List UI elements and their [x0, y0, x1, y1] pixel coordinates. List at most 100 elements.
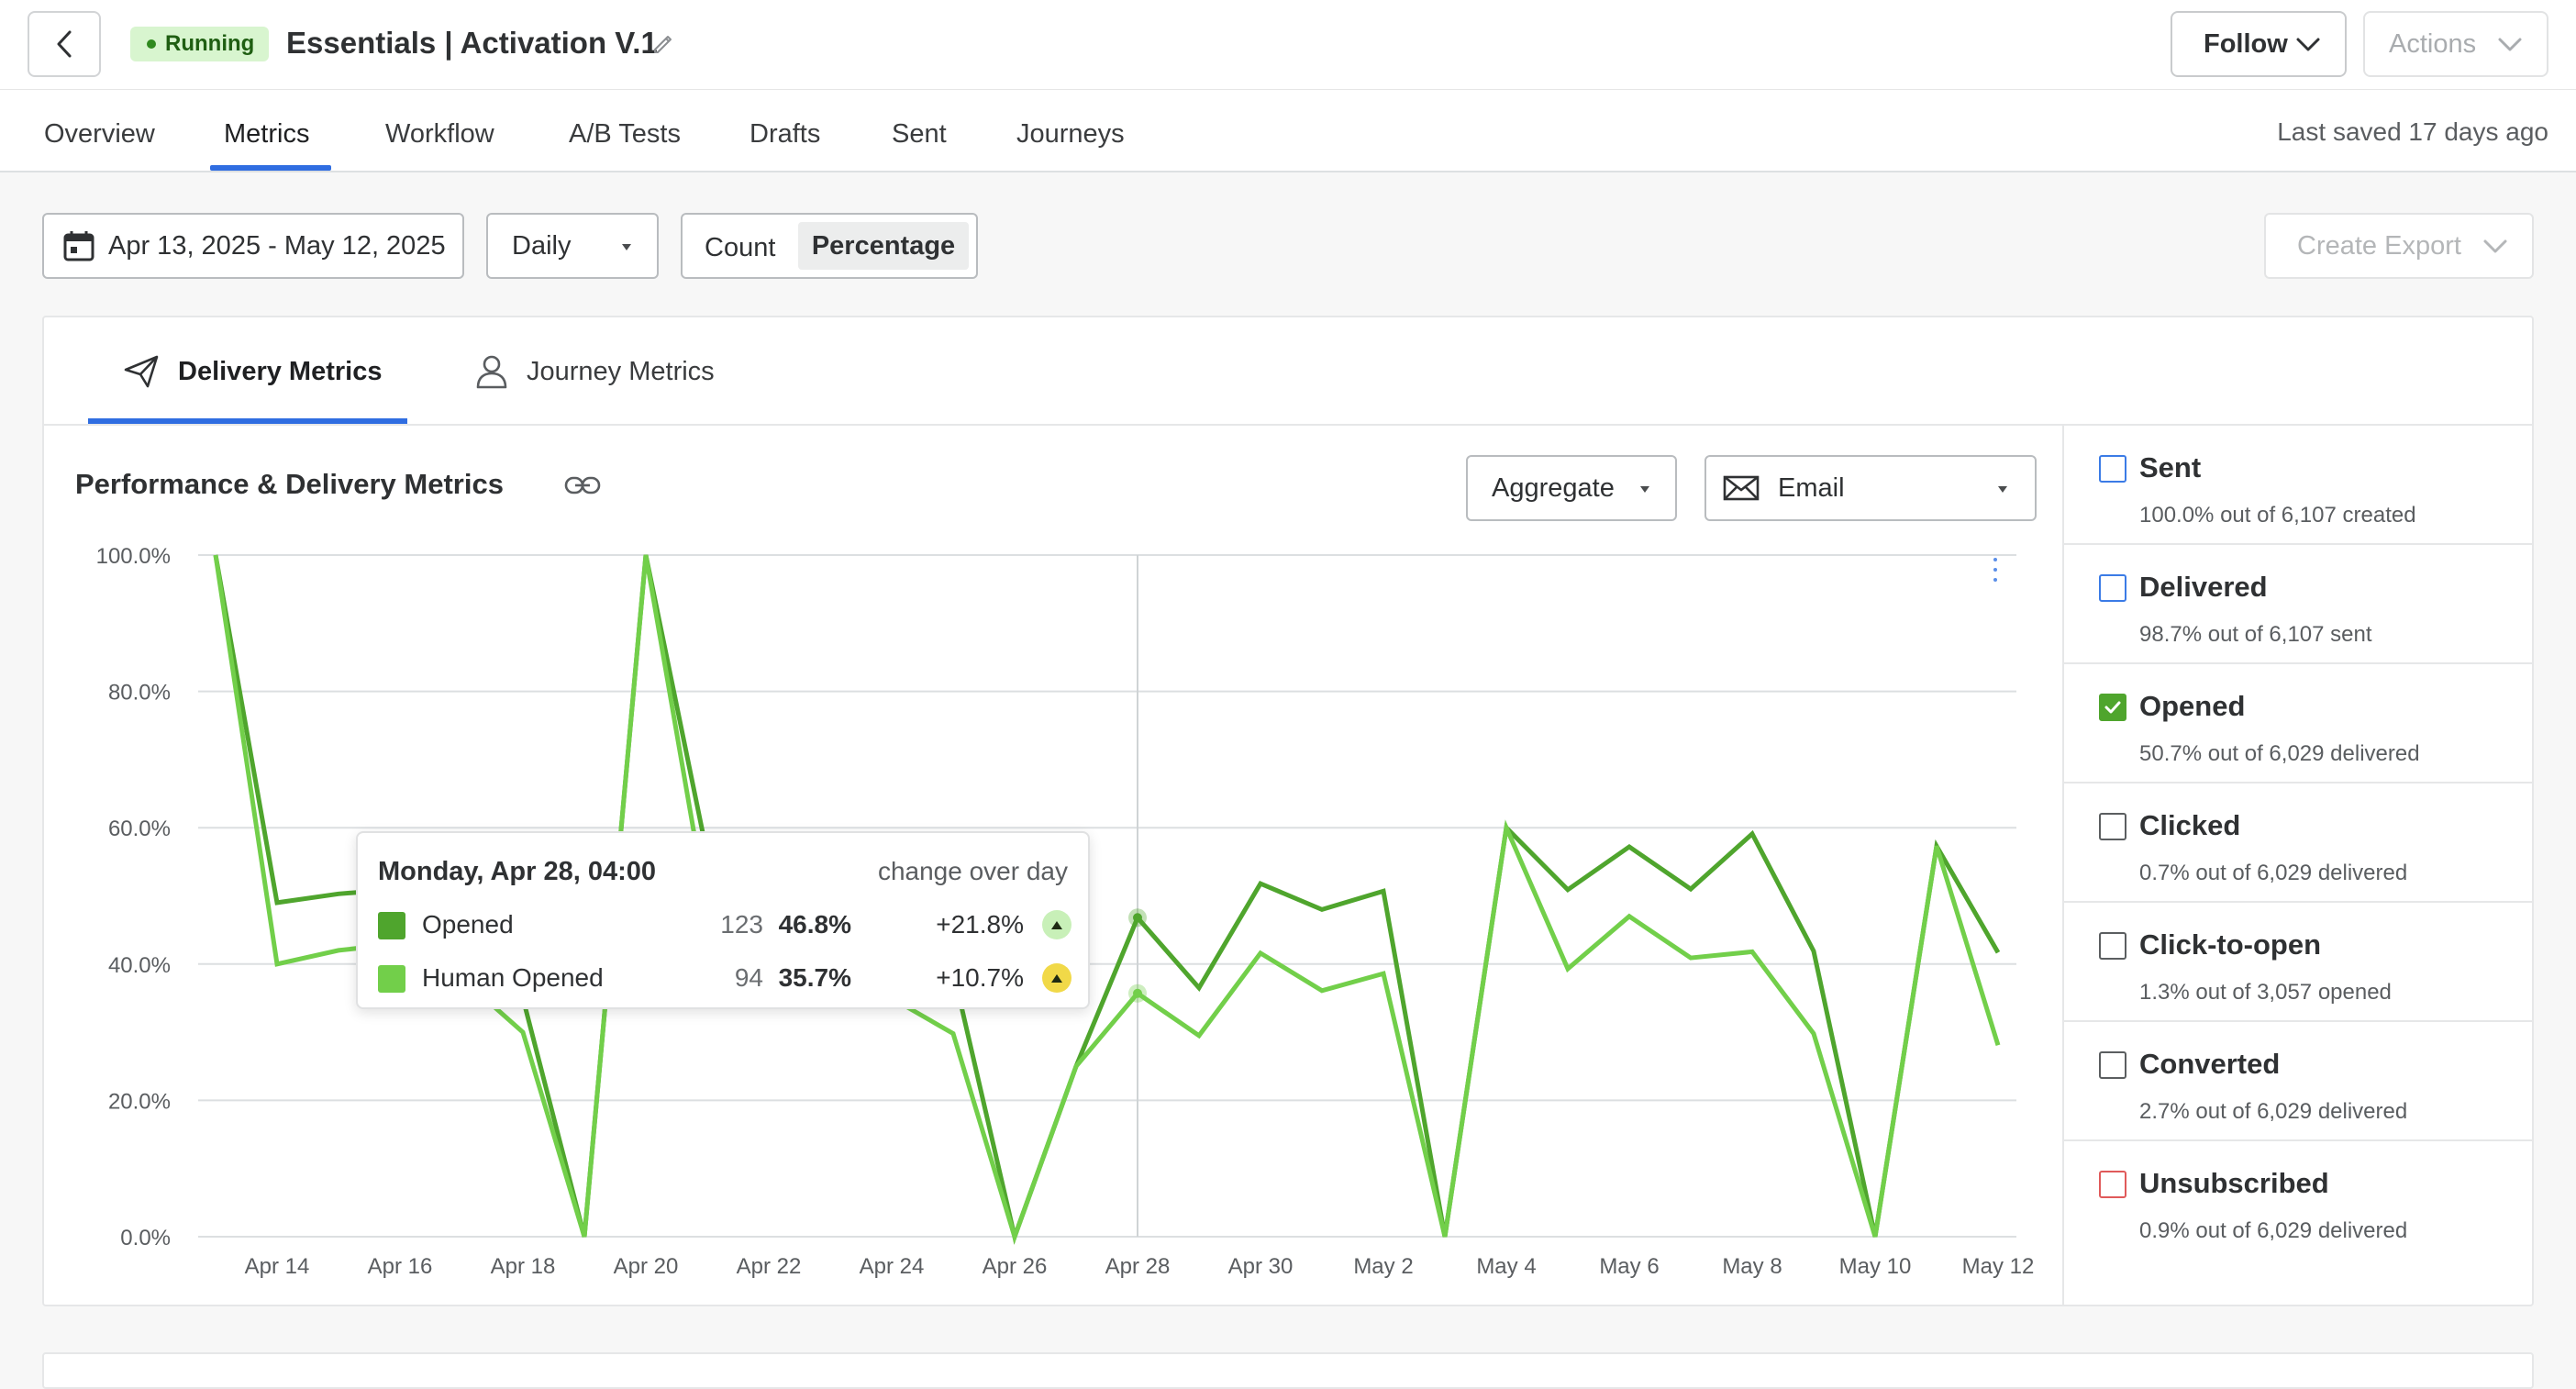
- x-tick-label: May 10: [1839, 1254, 1912, 1279]
- create-export-label: Create Export: [2297, 230, 2461, 261]
- subtab-delivery-metrics[interactable]: Delivery Metrics: [123, 354, 382, 389]
- tab-metrics[interactable]: Metrics: [224, 119, 310, 149]
- x-tick-label: Apr 24: [860, 1254, 925, 1279]
- y-tick-label: 0.0%: [120, 1226, 171, 1250]
- tab-sent[interactable]: Sent: [892, 119, 947, 149]
- create-export-button[interactable]: Create Export: [2264, 213, 2534, 279]
- tab-ab-tests[interactable]: A/B Tests: [569, 119, 681, 149]
- page-title: Essentials | Activation V.1: [286, 26, 658, 60]
- legend-swatch: [378, 965, 405, 993]
- x-tick-label: Apr 26: [983, 1254, 1048, 1279]
- toggle-count-option[interactable]: Count: [705, 233, 776, 262]
- tooltip-delta: +10.7%: [936, 963, 1024, 992]
- caret-down-icon: [1640, 486, 1649, 493]
- x-tick-label: Apr 22: [737, 1254, 802, 1279]
- series-line-human-opened: [213, 554, 2001, 1244]
- actions-label: Actions: [2389, 28, 2477, 59]
- metric-item-unsubscribed[interactable]: Unsubscribed 0.9% out of 6,029 delivered: [2064, 1141, 2532, 1261]
- tab-workflow[interactable]: Workflow: [385, 119, 494, 149]
- date-range-picker[interactable]: Apr 13, 2025 - May 12, 2025: [42, 213, 464, 279]
- metric-item-click-to-open[interactable]: Click-to-open 1.3% out of 3,057 opened: [2064, 903, 2532, 1022]
- divider: [2062, 424, 2064, 1306]
- metric-item-delivered[interactable]: Delivered 98.7% out of 6,107 sent: [2064, 545, 2532, 664]
- checkbox[interactable]: [2099, 694, 2126, 721]
- tooltip-series-name: Human Opened: [422, 963, 604, 992]
- date-range-value: Apr 13, 2025 - May 12, 2025: [108, 230, 446, 261]
- trend-up-icon: [1042, 910, 1071, 939]
- metric-name: Converted: [2139, 1048, 2281, 1080]
- checkbox[interactable]: [2099, 932, 2126, 960]
- caret-down-icon: [622, 244, 631, 250]
- metric-item-converted[interactable]: Converted 2.7% out of 6,029 delivered: [2064, 1022, 2532, 1141]
- status-badge: Running: [130, 27, 270, 61]
- hover-point: [1133, 988, 1142, 998]
- aggregate-select[interactable]: Aggregate: [1466, 455, 1677, 521]
- metric-name: Clicked: [2139, 809, 2241, 841]
- tooltip-date: Monday, Apr 28, 04:00: [378, 857, 656, 886]
- tab-bar: Overview Metrics Workflow A/B Tests Draf…: [0, 90, 2576, 172]
- line-chart: 0.0% 20.0% 40.0% 60.0% 80.0% 100.0% Apr 14 Apr…: [96, 544, 2035, 1279]
- status-label: Running: [165, 31, 255, 56]
- checkbox[interactable]: [2099, 1171, 2126, 1198]
- tooltip-count: 123: [720, 910, 763, 939]
- interval-select[interactable]: Daily: [486, 213, 659, 279]
- tooltip-row-human-opened: Human Opened 94 35.7% +10.7%: [378, 960, 1071, 996]
- x-tick-label: Apr 14: [245, 1254, 310, 1279]
- actions-button[interactable]: Actions: [2363, 11, 2548, 77]
- chart-tooltip: Monday, Apr 28, 04:00 change over day Op…: [356, 831, 1090, 1009]
- kebab-menu-icon[interactable]: [1991, 558, 2000, 591]
- trend-up-icon: [1042, 963, 1071, 993]
- x-tick-label: Apr 28: [1105, 1254, 1171, 1279]
- metric-item-clicked[interactable]: Clicked 0.7% out of 6,029 delivered: [2064, 783, 2532, 903]
- metric-name: Unsubscribed: [2139, 1167, 2329, 1199]
- tooltip-series-name: Opened: [422, 910, 514, 939]
- calendar-icon: [63, 231, 94, 261]
- legend-swatch: [378, 912, 405, 939]
- metric-desc: 2.7% out of 6,029 delivered: [2139, 1099, 2408, 1124]
- checkbox[interactable]: [2099, 455, 2126, 483]
- x-tick-label: May 4: [1476, 1254, 1536, 1279]
- hover-point: [1133, 913, 1142, 923]
- tooltip-percentage: 35.7%: [778, 963, 851, 992]
- x-tick-label: May 12: [1962, 1254, 2035, 1279]
- metric-desc: 50.7% out of 6,029 delivered: [2139, 741, 2420, 766]
- chevron-down-icon: [2296, 38, 2320, 51]
- x-tick-label: May 8: [1722, 1254, 1782, 1279]
- y-tick-label: 80.0%: [108, 681, 171, 706]
- subtab-journey-label: Journey Metrics: [527, 356, 715, 386]
- y-tick-label: 60.0%: [108, 817, 171, 841]
- channel-select[interactable]: Email: [1704, 455, 2037, 521]
- paper-plane-icon: [124, 355, 159, 388]
- subtab-delivery-label: Delivery Metrics: [178, 356, 383, 386]
- follow-button[interactable]: Follow: [2171, 11, 2347, 77]
- checkbox[interactable]: [2099, 813, 2126, 840]
- x-tick-label: Apr 18: [491, 1254, 556, 1279]
- link-icon[interactable]: [563, 473, 602, 497]
- y-tick-label: 20.0%: [108, 1089, 171, 1114]
- chevron-down-icon: [2483, 239, 2507, 253]
- pencil-icon[interactable]: [651, 31, 675, 55]
- checkmark-icon: [2104, 701, 2121, 714]
- tab-overview[interactable]: Overview: [44, 119, 155, 149]
- status-dot-icon: [147, 39, 156, 49]
- toggle-percentage-option[interactable]: Percentage: [798, 222, 969, 270]
- divider: [44, 424, 2532, 426]
- channel-value: Email: [1778, 472, 1845, 503]
- last-saved-text: Last saved 17 days ago: [2277, 117, 2548, 146]
- caret-down-icon: [1998, 486, 2007, 493]
- y-tick-label: 40.0%: [108, 953, 171, 978]
- tab-journeys[interactable]: Journeys: [1016, 119, 1125, 149]
- metric-item-sent[interactable]: Sent 100.0% out of 6,107 created: [2064, 426, 2532, 545]
- metric-item-opened[interactable]: Opened 50.7% out of 6,029 delivered: [2064, 664, 2532, 783]
- chart-title: Performance & Delivery Metrics: [75, 468, 504, 500]
- back-button[interactable]: [28, 11, 101, 77]
- tooltip-change-label: change over day: [877, 857, 1068, 885]
- checkbox[interactable]: [2099, 1051, 2126, 1079]
- tab-drafts[interactable]: Drafts: [749, 119, 821, 149]
- x-tick-label: Apr 20: [614, 1254, 679, 1279]
- subtab-journey-metrics[interactable]: Journey Metrics: [475, 354, 715, 389]
- metric-name: Opened: [2139, 690, 2246, 722]
- tooltip-row-opened: Opened 123 46.8% +21.8%: [378, 906, 1071, 943]
- checkbox[interactable]: [2099, 574, 2126, 602]
- x-tick-label: Apr 30: [1228, 1254, 1294, 1279]
